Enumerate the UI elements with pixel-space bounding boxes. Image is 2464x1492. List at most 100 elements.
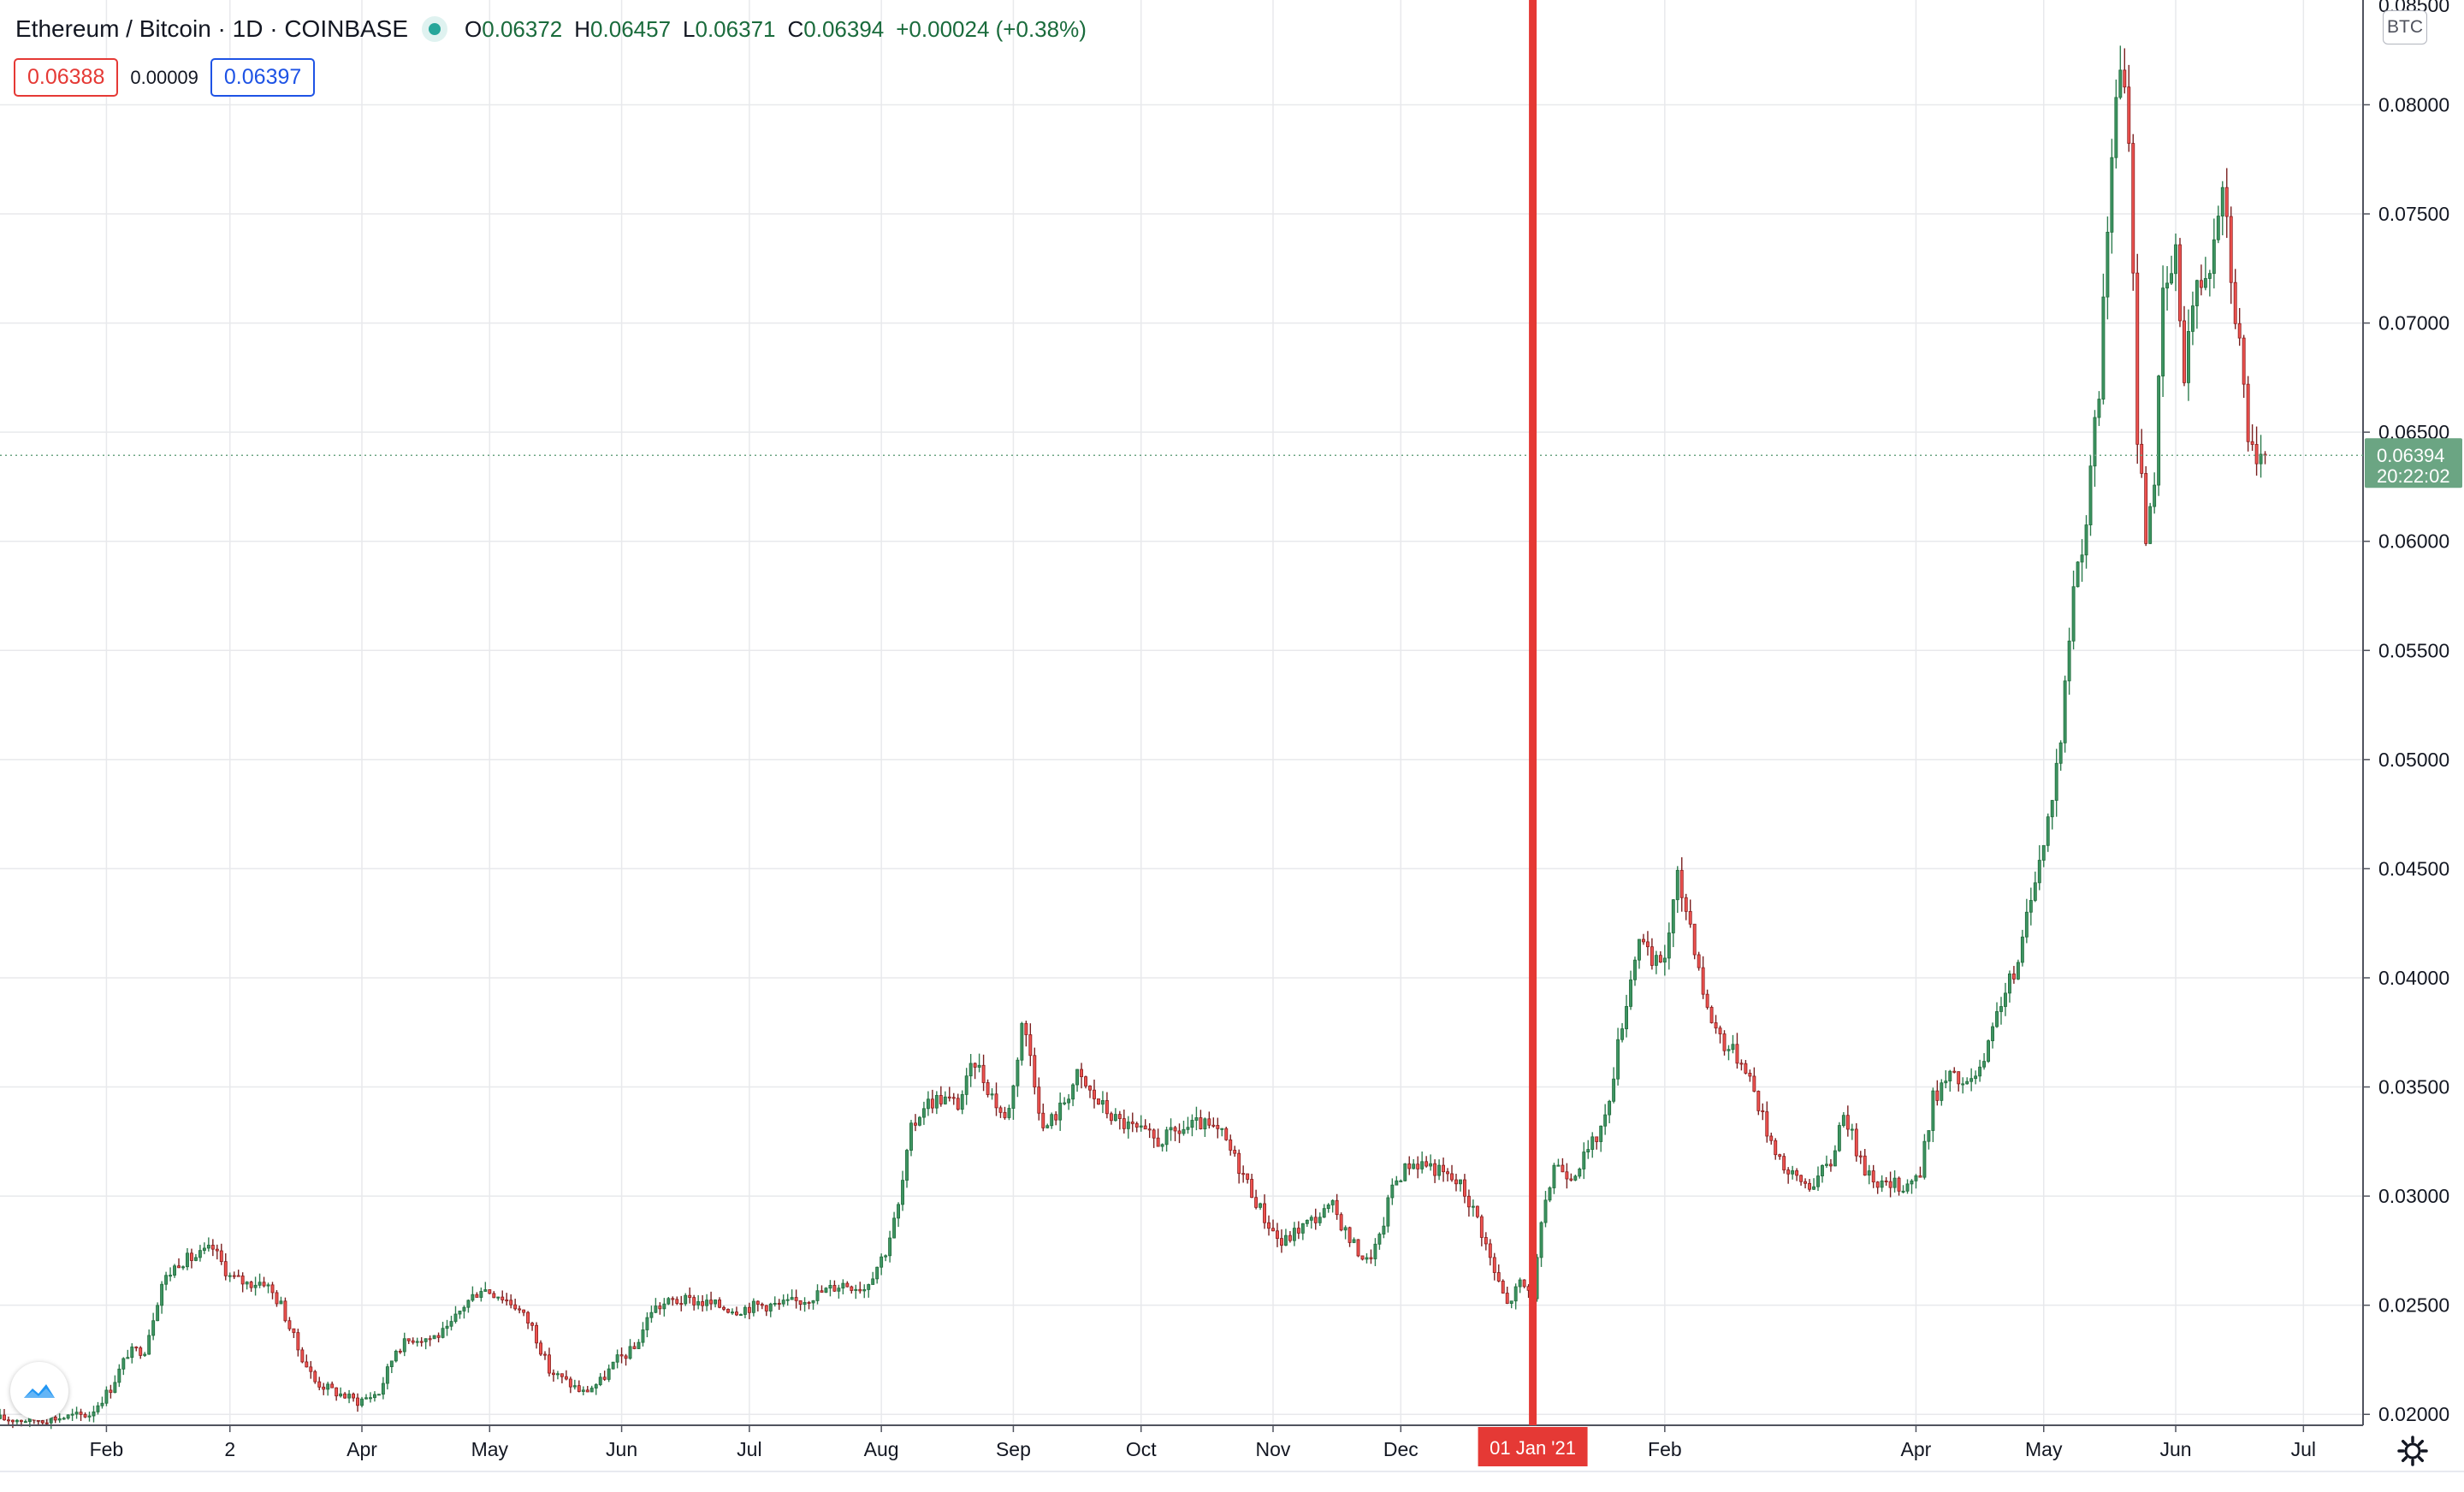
- candle: [190, 1248, 193, 1269]
- buy-price-button[interactable]: 0.06397: [210, 58, 316, 97]
- candle: [1714, 1015, 1718, 1034]
- candle-body: [347, 1394, 352, 1399]
- candle: [1892, 1170, 1897, 1193]
- candle: [1318, 1212, 1322, 1226]
- candle: [1007, 1104, 1011, 1121]
- candle-body: [914, 1122, 917, 1126]
- candle-body: [402, 1338, 406, 1353]
- candle: [589, 1385, 594, 1393]
- candle: [2153, 472, 2157, 514]
- candle-body: [1518, 1279, 1522, 1288]
- candle-body: [1045, 1125, 1050, 1128]
- candle-body: [483, 1289, 488, 1292]
- candle: [2237, 308, 2242, 346]
- x-tick-label: Apr: [1901, 1438, 1932, 1460]
- candle-body: [2161, 287, 2165, 376]
- candle: [530, 1322, 535, 1331]
- candle-body: [1982, 1061, 1987, 1068]
- candle-body: [1675, 869, 1679, 901]
- candle: [1471, 1199, 1475, 1217]
- candle-body: [1288, 1234, 1292, 1241]
- candle-body: [867, 1284, 871, 1290]
- candle-body: [83, 1413, 87, 1418]
- candle-body: [1709, 1007, 1714, 1023]
- candle-body: [1658, 955, 1662, 963]
- candle-body: [811, 1300, 815, 1304]
- sell-price-button[interactable]: 0.06388: [14, 58, 119, 97]
- candle-body: [352, 1394, 355, 1399]
- candle: [266, 1282, 270, 1294]
- candle: [219, 1243, 223, 1265]
- candle-body: [1782, 1156, 1786, 1170]
- candle-body: [845, 1282, 850, 1288]
- candle: [1833, 1145, 1837, 1167]
- candle-body: [939, 1095, 943, 1104]
- symbol-title[interactable]: Ethereum / Bitcoin · 1D · COINBASE: [15, 15, 409, 42]
- candle-body: [2097, 399, 2101, 418]
- candle: [947, 1086, 951, 1102]
- candle-body: [193, 1257, 198, 1261]
- candle-body: [1224, 1128, 1229, 1140]
- candle-body: [1837, 1125, 1841, 1152]
- candle: [1922, 1134, 1927, 1180]
- candle-body: [1475, 1205, 1479, 1217]
- candle: [1774, 1138, 1778, 1160]
- candle-body: [1420, 1161, 1424, 1169]
- candle-body: [2174, 244, 2177, 275]
- candle: [615, 1349, 619, 1369]
- candle: [1330, 1199, 1335, 1213]
- candle: [807, 1300, 811, 1310]
- candle: [1442, 1157, 1446, 1182]
- ohlc-open: O0.06372: [465, 16, 562, 43]
- candle: [951, 1092, 956, 1105]
- candle: [2224, 168, 2229, 239]
- candle-body: [1548, 1187, 1552, 1201]
- candle-body: [1267, 1222, 1270, 1229]
- candle-body: [1513, 1286, 1518, 1302]
- candle: [738, 1313, 743, 1317]
- candle-body: [824, 1288, 828, 1293]
- candle-body: [1569, 1178, 1573, 1181]
- candle: [1407, 1156, 1412, 1175]
- candle-body: [1241, 1173, 1246, 1175]
- candle: [555, 1371, 560, 1380]
- candle-body: [1429, 1163, 1433, 1167]
- candle: [568, 1377, 572, 1394]
- candle-body: [2071, 586, 2076, 642]
- candle: [275, 1290, 279, 1307]
- candle: [518, 1306, 522, 1314]
- candle-body: [692, 1297, 696, 1306]
- gear-icon[interactable]: [2396, 1434, 2430, 1468]
- candle-body: [1901, 1190, 1905, 1193]
- candle: [1033, 1047, 1037, 1095]
- currency-badge[interactable]: BTC: [2383, 10, 2427, 44]
- candle: [1003, 1106, 1007, 1120]
- candle-body: [764, 1305, 768, 1311]
- tradingview-logo-icon[interactable]: [10, 1362, 68, 1420]
- candle: [1812, 1178, 1815, 1191]
- candle: [1645, 931, 1650, 956]
- candle: [798, 1300, 803, 1311]
- candle: [117, 1364, 121, 1388]
- candle-body: [2008, 973, 2011, 994]
- candle-body: [1280, 1238, 1283, 1246]
- candle-body: [1207, 1118, 1211, 1126]
- candle-body: [1744, 1063, 1748, 1074]
- candle: [2127, 64, 2131, 152]
- candle-body: [432, 1335, 436, 1340]
- candle-body: [2101, 296, 2106, 400]
- candle: [1765, 1101, 1769, 1143]
- candle: [1616, 1027, 1620, 1086]
- candle: [253, 1276, 258, 1296]
- candle: [679, 1295, 684, 1311]
- candle-body: [1629, 979, 1632, 1007]
- candle: [1369, 1249, 1373, 1264]
- candle-body: [1556, 1164, 1561, 1167]
- candle-body: [428, 1338, 432, 1341]
- candle-body: [1667, 932, 1671, 959]
- candle: [1100, 1091, 1105, 1114]
- candle-body: [1969, 1078, 1974, 1082]
- candle: [87, 1412, 92, 1422]
- candle-body: [888, 1237, 892, 1257]
